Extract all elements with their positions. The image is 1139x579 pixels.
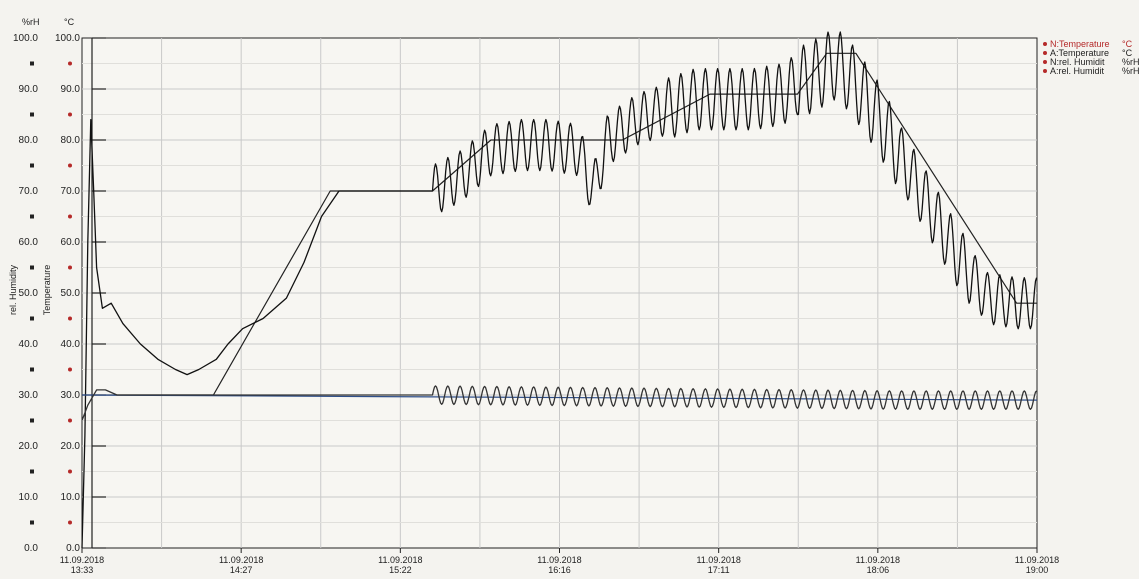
temperature-tick-label: 90.0	[61, 84, 81, 95]
series-group	[81, 31, 1038, 549]
humidity-minor-marker	[30, 316, 34, 321]
temperature-tick-label: 0.0	[66, 543, 80, 554]
time-tick-date: 11.09.2018	[60, 555, 104, 565]
humidity-minor-marker	[30, 214, 34, 219]
legend: N:Temperature °C A:Temperature °C N:rel. Hum…	[1043, 39, 1139, 76]
humidity-tick-label: 90.0	[19, 84, 39, 95]
series-humidity_setpoint	[81, 394, 1038, 401]
humidity-tick-label: 70.0	[19, 186, 39, 197]
humidity-tick-label: 40.0	[19, 339, 39, 350]
temperature-tick-label: 60.0	[61, 237, 81, 248]
temperature-minor-marker	[68, 112, 72, 117]
temperature-minor-marker	[68, 163, 72, 168]
temperature-minor-marker	[68, 520, 72, 525]
temperature-tick-label: 70.0	[61, 186, 81, 197]
temperature-minor-marker	[68, 367, 72, 372]
time-tick-date: 11.09.2018	[856, 555, 900, 565]
humidity-axis-title: rel. Humidity	[8, 264, 18, 315]
humidity-minor-marker	[30, 112, 34, 117]
humidity-tick-label: 50.0	[19, 288, 39, 299]
temperature-minor-marker	[68, 316, 72, 321]
temperature-minor-marker	[68, 214, 72, 219]
humidity-minor-marker	[30, 418, 34, 423]
legend-label: A:Temperature	[1050, 48, 1109, 58]
humidity-unit-label: %rH	[22, 17, 40, 27]
humidity-tick-label: 0.0	[24, 543, 38, 554]
time-tick-time: 16:16	[548, 565, 571, 575]
series-humidity_actual	[81, 385, 1038, 421]
temperature-minor-marker	[68, 418, 72, 423]
time-tick-time: 19:00	[1026, 565, 1049, 575]
legend-unit: %rH	[1122, 57, 1139, 67]
legend-marker	[1043, 51, 1047, 55]
time-tick-time: 15:22	[389, 565, 412, 575]
humidity-tick-label: 10.0	[19, 492, 39, 503]
humidity-minor-marker	[30, 520, 34, 525]
legend-marker	[1043, 69, 1047, 73]
time-tick-time: 17:11	[708, 565, 730, 575]
humidity-tick-label: 20.0	[19, 441, 39, 452]
time-tick-date: 11.09.2018	[696, 555, 740, 565]
temperature-tick-label: 40.0	[61, 339, 81, 350]
legend-label: A:rel. Humidit	[1050, 66, 1105, 76]
temperature-minor-marker	[68, 469, 72, 474]
humidity-axis: 0.0 10.0 20.0 30.0 40.0 50.0 60.0 70.0 80.0 90.0 1…	[13, 33, 38, 554]
humidity-tick-label: 100.0	[13, 33, 38, 44]
humidity-minor-marker	[30, 265, 34, 270]
temperature-tick-label: 100.0	[55, 33, 80, 44]
legend-unit: °C	[1122, 48, 1133, 58]
time-tick-date: 11.09.2018	[378, 555, 422, 565]
legend-label: N:Temperature	[1050, 39, 1110, 49]
time-tick-time: 14:27	[230, 565, 253, 575]
legend-unit: %rH	[1122, 66, 1139, 76]
temperature-tick-label: 50.0	[61, 288, 81, 299]
humidity-tick-label: 80.0	[19, 135, 39, 146]
humidity-minor-marker	[30, 163, 34, 168]
temperature-unit-label: °C	[64, 17, 75, 27]
temperature-minor-marker	[68, 265, 72, 270]
time-tick-date: 11.09.2018	[1015, 555, 1059, 565]
grid	[82, 38, 1037, 548]
time-tick-time: 13:33	[71, 565, 94, 575]
humidity-minor-marker	[30, 61, 34, 66]
legend-unit: °C	[1122, 39, 1133, 49]
time-tick-date: 11.09.2018	[219, 555, 263, 565]
humidity-minor-marker	[30, 469, 34, 474]
temperature-axis: 0.0 10.0 20.0 30.0 40.0 50.0 60.0 70.0 80.0 90.0 1…	[55, 33, 106, 554]
humidity-tick-label: 60.0	[19, 237, 39, 248]
time-axis: 11.09.201813:3311.09.201814:2711.09.2018…	[60, 548, 1059, 575]
legend-label: N:rel. Humidit	[1050, 57, 1105, 67]
temperature-tick-label: 30.0	[61, 390, 81, 401]
legend-marker	[1043, 60, 1047, 64]
humidity-tick-label: 30.0	[19, 390, 39, 401]
time-tick-date: 11.09.2018	[537, 555, 581, 565]
temperature-axis-title: Temperature	[42, 265, 52, 316]
temperature-tick-label: 80.0	[61, 135, 81, 146]
humidity-minor-marker	[30, 367, 34, 372]
temperature-tick-label: 10.0	[61, 492, 81, 503]
time-tick-time: 18:06	[867, 565, 890, 575]
series-temp_actual	[81, 31, 1038, 549]
legend-marker	[1043, 42, 1047, 46]
temperature-minor-marker	[68, 61, 72, 66]
temperature-tick-label: 20.0	[61, 441, 81, 452]
